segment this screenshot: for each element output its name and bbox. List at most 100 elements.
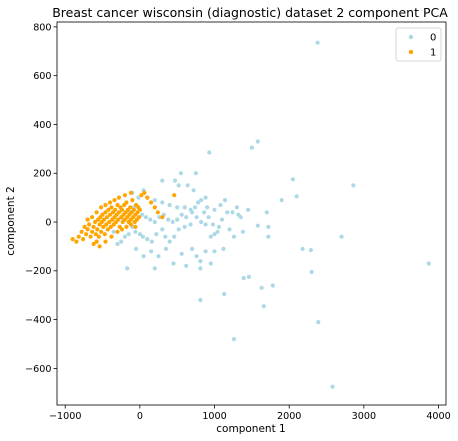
data-point-series-0 (156, 254, 161, 259)
data-point-series-0 (330, 384, 335, 389)
legend: 0 1 (395, 27, 442, 62)
data-point-series-1 (105, 227, 110, 232)
data-point-series-0 (208, 261, 213, 266)
chart-title: Breast cancer wisconsin (diagnostic) dat… (52, 5, 448, 20)
data-point-series-1 (128, 205, 133, 210)
data-point-series-0 (185, 183, 190, 188)
x-axis-ticks: −1000 0 1000 2000 3000 4000 (49, 405, 451, 422)
data-point-series-0 (259, 285, 264, 290)
data-point-series-0 (160, 178, 165, 183)
data-point-series-0 (194, 254, 199, 259)
data-point-series-1 (97, 244, 102, 249)
data-point-series-0 (294, 194, 299, 199)
data-point-series-1 (152, 205, 157, 210)
data-point-series-0 (184, 263, 189, 268)
data-point-series-1 (102, 232, 107, 237)
data-point-series-1 (124, 224, 129, 229)
data-point-series-0 (166, 217, 171, 222)
data-point-series-0 (202, 210, 207, 215)
data-point-series-1 (85, 227, 90, 232)
data-point-series-0 (182, 205, 187, 210)
data-point-series-1 (104, 215, 110, 220)
data-point-series-0 (134, 246, 139, 251)
data-point-series-0 (171, 261, 176, 266)
data-point-series-1 (88, 234, 93, 239)
y-tick-label: −400 (25, 315, 51, 326)
data-point-series-1 (99, 229, 104, 234)
data-point-series-0 (154, 232, 159, 237)
data-point-series-0 (300, 246, 305, 251)
data-point-series-0 (149, 249, 154, 254)
data-point-series-1 (172, 193, 177, 198)
data-point-series-1 (149, 200, 154, 205)
data-point-series-0 (176, 227, 181, 232)
data-point-series-0 (188, 222, 193, 227)
data-point-series-0 (231, 337, 237, 342)
data-point-series-0 (167, 202, 172, 208)
data-point-series-1 (103, 210, 108, 215)
data-point-series-0 (179, 251, 184, 256)
data-point-series-0 (240, 229, 245, 234)
data-point-series-0 (227, 227, 232, 232)
data-point-series-1 (119, 207, 125, 212)
data-point-series-0 (266, 224, 271, 229)
data-point-series-1 (103, 202, 108, 208)
data-point-series-1 (90, 229, 95, 234)
data-point-series-0 (231, 234, 237, 239)
data-point-series-1 (70, 237, 75, 242)
data-point-series-0 (203, 222, 208, 227)
data-point-series-0 (215, 229, 220, 234)
data-point-series-1 (85, 217, 90, 222)
plot-frame (56, 21, 447, 406)
data-point-series-0 (225, 210, 230, 215)
data-point-series-0 (199, 219, 204, 225)
data-point-series-0 (210, 222, 216, 227)
data-point-series-0 (193, 171, 198, 176)
data-point-series-0 (230, 210, 235, 215)
data-point-series-0 (246, 274, 251, 279)
y-tick-label: 200 (33, 169, 51, 180)
data-point-series-1 (93, 219, 98, 225)
data-point-series-1 (106, 207, 111, 212)
series-0-points (111, 40, 431, 389)
data-point-series-0 (315, 40, 320, 45)
data-point-series-1 (79, 229, 84, 234)
data-point-series-0 (152, 219, 157, 225)
data-point-series-1 (76, 234, 81, 239)
data-point-series-0 (191, 188, 196, 193)
data-point-series-0 (203, 249, 208, 254)
data-point-series-1 (91, 224, 96, 229)
data-point-series-0 (170, 219, 175, 225)
x-tick-label: −1000 (49, 411, 81, 422)
data-point-series-0 (152, 266, 157, 271)
data-point-series-1 (139, 193, 144, 198)
data-point-series-0 (111, 229, 116, 234)
data-point-series-0 (212, 232, 217, 237)
data-point-series-1 (145, 195, 150, 200)
data-point-series-0 (219, 217, 225, 222)
data-point-series-0 (179, 212, 184, 217)
legend-label-0: 0 (430, 33, 436, 44)
data-point-series-1 (128, 190, 133, 195)
data-point-series-0 (426, 261, 431, 266)
data-point-series-1 (74, 239, 79, 244)
data-point-series-1 (101, 217, 107, 222)
data-point-series-0 (196, 200, 201, 205)
data-point-series-0 (157, 215, 162, 220)
y-tick-label: −600 (25, 364, 51, 375)
data-point-series-1 (82, 224, 87, 229)
data-point-series-1 (103, 239, 108, 244)
data-point-series-1 (107, 219, 112, 225)
data-point-series-1 (160, 215, 165, 220)
data-point-series-1 (109, 234, 114, 239)
data-point-series-0 (234, 205, 239, 210)
x-tick-label: 3000 (352, 411, 376, 422)
data-point-series-0 (199, 198, 204, 203)
data-point-series-0 (261, 304, 266, 309)
data-point-series-0 (143, 215, 148, 220)
data-point-series-1 (137, 215, 142, 220)
data-point-series-1 (130, 198, 135, 203)
data-point-series-0 (208, 234, 213, 239)
data-point-series-1 (116, 217, 121, 222)
data-point-series-1 (108, 224, 113, 229)
